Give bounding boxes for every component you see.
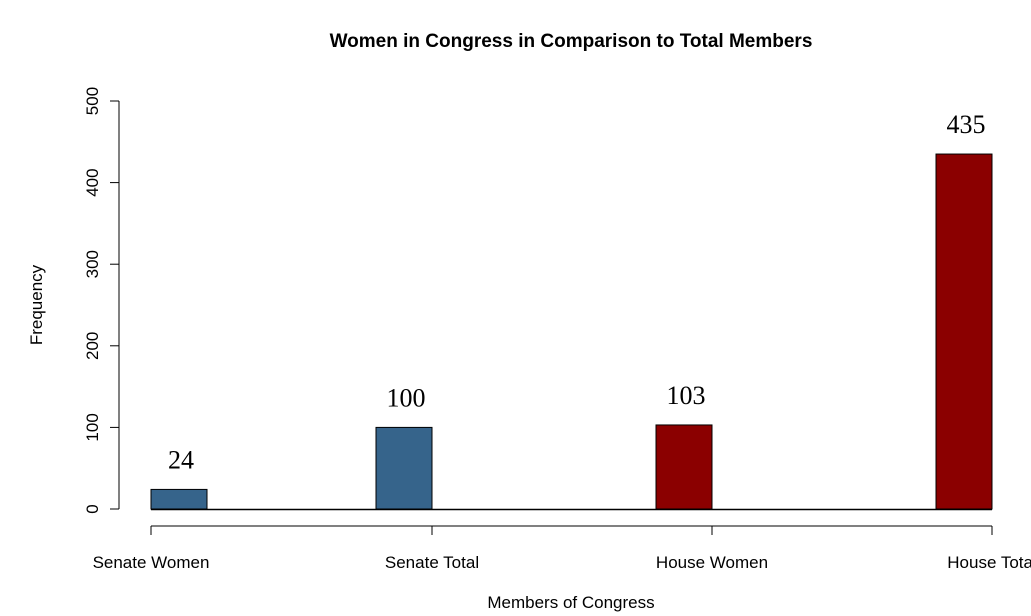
chart-title: Women in Congress in Comparison to Total… xyxy=(330,31,813,52)
x-tick-label: Senate Total xyxy=(385,553,479,572)
x-axis: Senate Women Senate Total House Women House… xyxy=(93,525,1031,572)
y-tick-label: 0 xyxy=(83,504,102,513)
data-label: 24 xyxy=(168,445,194,474)
bars xyxy=(150,153,993,511)
y-axis: 0 100 200 300 400 500 xyxy=(83,87,120,514)
bar-house-women xyxy=(655,424,713,510)
data-label: 100 xyxy=(387,383,426,412)
data-label: 435 xyxy=(947,110,986,139)
x-tick-label: Senate Women xyxy=(93,553,210,572)
x-axis-title: Members of Congress xyxy=(487,593,654,612)
y-tick-label: 400 xyxy=(83,168,102,196)
x-tick-label: House Women xyxy=(656,553,768,572)
data-label: 103 xyxy=(667,381,706,410)
x-tick-label: House Total xyxy=(947,553,1031,572)
y-tick-label: 200 xyxy=(83,332,102,360)
y-tick-label: 300 xyxy=(83,250,102,278)
bar-senate-total xyxy=(375,426,433,510)
bar-house-total xyxy=(935,153,993,510)
data-labels: 24 100 103 435 xyxy=(168,110,986,474)
y-tick-label: 500 xyxy=(83,87,102,115)
y-tick-label: 100 xyxy=(83,413,102,441)
y-axis-title: Frequency xyxy=(27,264,46,345)
bar-senate-women xyxy=(150,488,208,510)
